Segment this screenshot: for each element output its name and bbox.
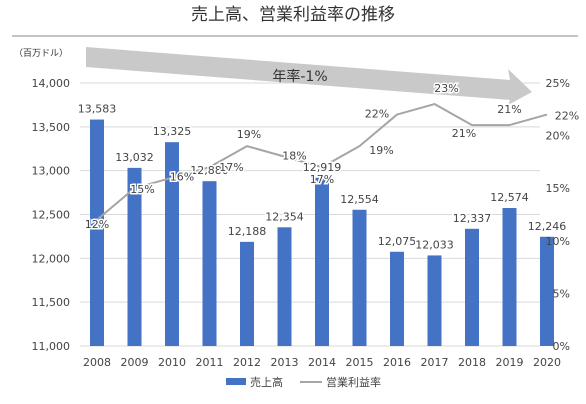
margin-value-label: 15% <box>130 183 154 196</box>
bar-value-label: 12,033 <box>415 238 454 251</box>
x-tick-label: 2010 <box>158 356 186 369</box>
bar-value-label: 12,919 <box>303 161 342 174</box>
y-left-tick-label: 14,000 <box>32 77 71 90</box>
bar-value-label: 13,583 <box>78 103 117 116</box>
y-left-tick-label: 13,500 <box>32 121 71 134</box>
bar-value-label: 13,032 <box>115 151 154 164</box>
margin-value-label: 22% <box>365 108 389 121</box>
data-labels: 13,583 13,032 13,325 12,880 12,188 12,354 12,9… <box>76 81 580 253</box>
x-tick-label: 2008 <box>83 356 111 369</box>
bar <box>127 167 142 346</box>
margin-value-label: 19% <box>237 128 261 141</box>
legend-bar-swatch <box>226 378 246 385</box>
axes: 11,000 11,500 12,000 12,500 13,000 13,500 14,0… <box>32 77 571 369</box>
bar <box>465 228 479 346</box>
y-left-unit-label: （百万ドル） <box>14 48 68 59</box>
bar <box>277 227 292 346</box>
bar-value-label: 12,354 <box>265 210 304 223</box>
x-tick-label: 2009 <box>121 356 149 369</box>
bar <box>315 177 329 346</box>
bar-value-label: 12,246 <box>528 220 567 233</box>
bar <box>90 119 104 346</box>
y-right-tick-label: 15% <box>546 182 570 195</box>
trend-label: 年率-1% <box>272 68 327 85</box>
y-right-tick-label: 20% <box>546 130 570 143</box>
y-right-tick-label: 25% <box>546 77 570 90</box>
legend-line-label: 営業利益率 <box>326 375 381 389</box>
y-left-tick-label: 12,000 <box>32 252 71 265</box>
bar-value-label: 12,188 <box>228 225 267 238</box>
y-left-tick-label: 11,500 <box>32 296 71 309</box>
x-tick-label: 2019 <box>496 356 524 369</box>
bar-value-label: 12,880 <box>190 164 229 177</box>
y-left-tick-label: 12,500 <box>32 209 71 222</box>
x-tick-label: 2011 <box>196 356 224 369</box>
y-right-tick-label: 0% <box>553 340 570 353</box>
x-tick-label: 2017 <box>421 356 449 369</box>
x-tick-label: 2016 <box>383 356 411 369</box>
margin-value-label: 18% <box>282 150 306 163</box>
line-series <box>96 103 548 221</box>
bar-value-label: 12,337 <box>453 212 492 225</box>
x-tick-label: 2015 <box>346 356 374 369</box>
margin-value-label: 17% <box>310 173 334 186</box>
margin-value-label: 17% <box>219 161 243 174</box>
margin-value-label: 12% <box>85 218 109 231</box>
bar <box>240 241 254 346</box>
y-left-tick-label: 13,000 <box>32 165 71 178</box>
chart-title: 売上高、営業利益率の推移 <box>191 5 395 25</box>
y-right-tick-label: 5% <box>553 287 570 300</box>
gridlines <box>80 82 540 347</box>
legend: 売上高 営業利益率 <box>226 375 381 389</box>
bar <box>165 142 179 346</box>
x-tick-label: 2020 <box>533 356 561 369</box>
x-tick-label: 2013 <box>271 356 299 369</box>
bar <box>352 209 367 346</box>
bar <box>502 208 517 346</box>
margin-value-label: 22% <box>555 110 579 123</box>
trend-annotation: 年率-1% <box>86 47 532 105</box>
bar <box>390 251 404 346</box>
bar <box>540 236 554 346</box>
margin-value-label: 16% <box>170 171 194 184</box>
legend-bar-label: 売上高 <box>250 375 283 389</box>
bar-value-label: 12,554 <box>340 193 379 206</box>
x-tick-label: 2012 <box>233 356 261 369</box>
bar-value-label: 13,325 <box>153 125 192 138</box>
bar <box>202 181 217 346</box>
margin-value-label: 21% <box>452 127 476 140</box>
bar <box>427 255 442 346</box>
x-tick-label: 2014 <box>308 356 336 369</box>
trend-arrow-icon <box>86 47 532 105</box>
y-left-tick-label: 11,000 <box>32 340 71 353</box>
bar-series <box>90 119 554 346</box>
y-right-tick-label: 10% <box>546 235 570 248</box>
margin-value-label: 21% <box>497 103 521 116</box>
margin-value-label: 23% <box>434 82 458 95</box>
x-tick-label: 2018 <box>458 356 486 369</box>
margin-line <box>96 103 548 221</box>
bar-value-label: 12,075 <box>378 235 417 248</box>
margin-value-label: 19% <box>369 144 393 157</box>
bar-value-label: 12,574 <box>490 191 529 204</box>
